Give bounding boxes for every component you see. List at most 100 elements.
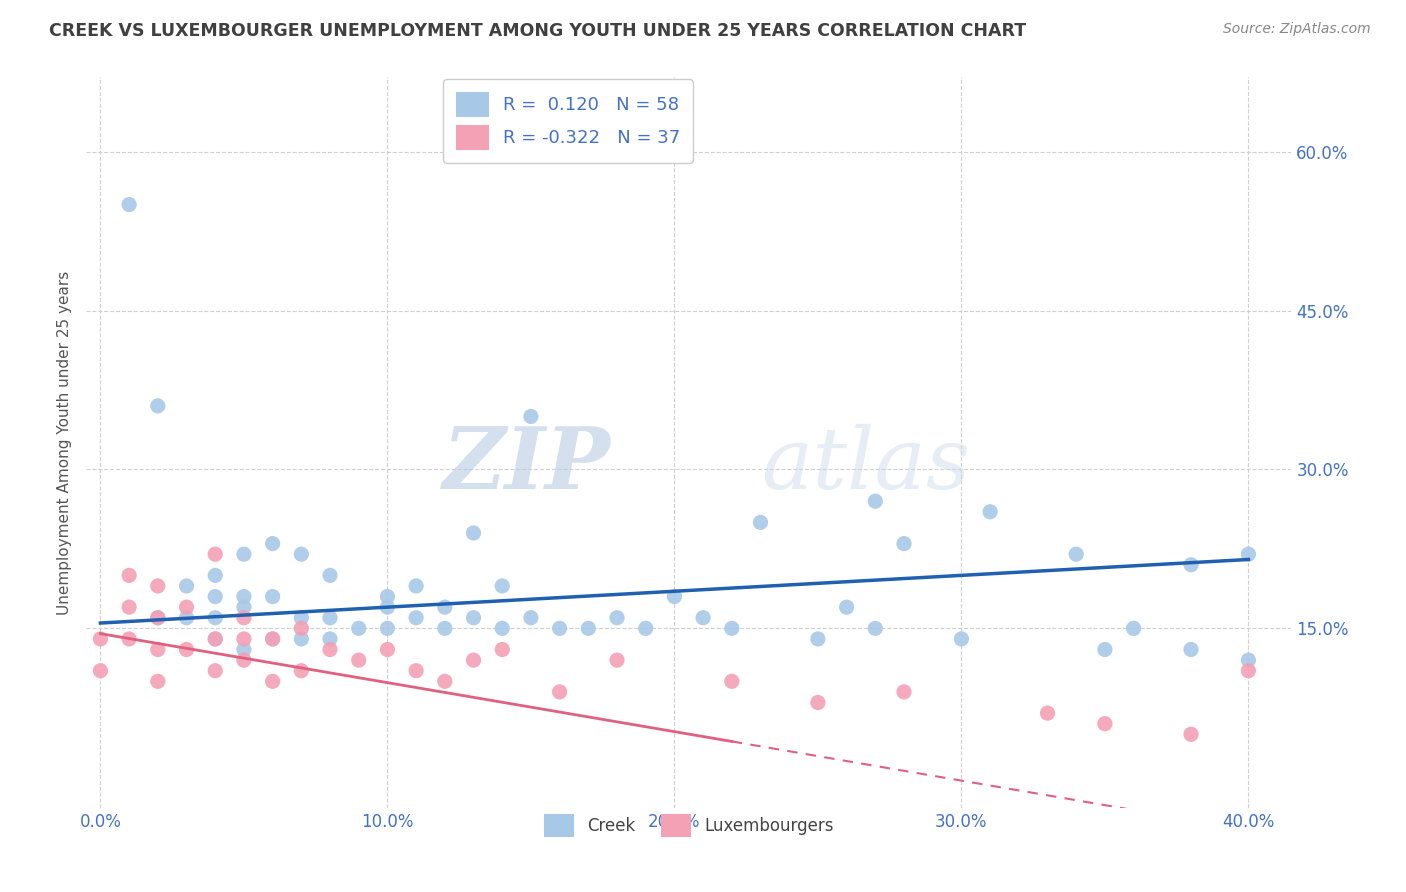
Point [319,611,342,625]
Point [463,611,485,625]
Point [1094,642,1116,657]
Point [262,632,284,646]
Point [232,642,254,657]
Point [1036,706,1059,720]
Point [548,621,571,635]
Point [319,568,342,582]
Point [720,674,742,689]
Point [232,632,254,646]
Point [377,590,399,604]
Text: atlas: atlas [761,424,970,506]
Point [491,579,513,593]
Point [176,579,198,593]
Point [204,547,226,561]
Legend: Creek, Luxembourgers: Creek, Luxembourgers [537,807,841,844]
Point [290,621,312,635]
Point [319,642,342,657]
Y-axis label: Unemployment Among Youth under 25 years: Unemployment Among Youth under 25 years [58,271,72,615]
Point [204,568,226,582]
Point [204,632,226,646]
Point [89,664,111,678]
Point [1237,664,1260,678]
Point [893,536,915,550]
Point [865,494,887,508]
Point [146,611,169,625]
Point [262,590,284,604]
Point [176,611,198,625]
Point [1237,653,1260,667]
Point [1180,642,1202,657]
Point [606,611,628,625]
Point [749,516,772,530]
Point [1180,558,1202,572]
Point [176,600,198,615]
Point [146,674,169,689]
Point [692,611,714,625]
Point [290,611,312,625]
Point [835,600,858,615]
Point [1180,727,1202,741]
Point [319,632,342,646]
Point [1094,716,1116,731]
Point [377,621,399,635]
Point [950,632,973,646]
Point [118,600,141,615]
Point [204,632,226,646]
Point [606,653,628,667]
Point [232,600,254,615]
Point [405,579,427,593]
Point [893,685,915,699]
Point [807,632,830,646]
Point [979,505,1001,519]
Point [1122,621,1144,635]
Text: CREEK VS LUXEMBOURGER UNEMPLOYMENT AMONG YOUTH UNDER 25 YEARS CORRELATION CHART: CREEK VS LUXEMBOURGER UNEMPLOYMENT AMONG… [49,22,1026,40]
Point [232,590,254,604]
Point [176,642,198,657]
Point [290,547,312,561]
Point [89,632,111,646]
Point [146,642,169,657]
Point [433,621,456,635]
Point [290,664,312,678]
Point [634,621,657,635]
Point [807,696,830,710]
Point [664,590,686,604]
Point [520,611,543,625]
Point [463,526,485,541]
Point [1064,547,1087,561]
Point [377,600,399,615]
Point [290,632,312,646]
Point [520,409,543,424]
Point [347,621,370,635]
Point [1237,547,1260,561]
Point [146,579,169,593]
Point [262,536,284,550]
Point [491,621,513,635]
Point [463,653,485,667]
Point [433,674,456,689]
Point [433,600,456,615]
Point [146,611,169,625]
Point [347,653,370,667]
Point [491,642,513,657]
Point [576,621,599,635]
Point [377,642,399,657]
Point [720,621,742,635]
Point [232,547,254,561]
Point [405,611,427,625]
Point [204,664,226,678]
Point [232,611,254,625]
Text: ZIP: ZIP [443,423,610,507]
Point [865,621,887,635]
Point [118,568,141,582]
Point [118,197,141,211]
Point [118,632,141,646]
Point [405,664,427,678]
Point [262,674,284,689]
Point [146,399,169,413]
Point [204,590,226,604]
Text: Source: ZipAtlas.com: Source: ZipAtlas.com [1223,22,1371,37]
Point [548,685,571,699]
Point [262,632,284,646]
Point [204,611,226,625]
